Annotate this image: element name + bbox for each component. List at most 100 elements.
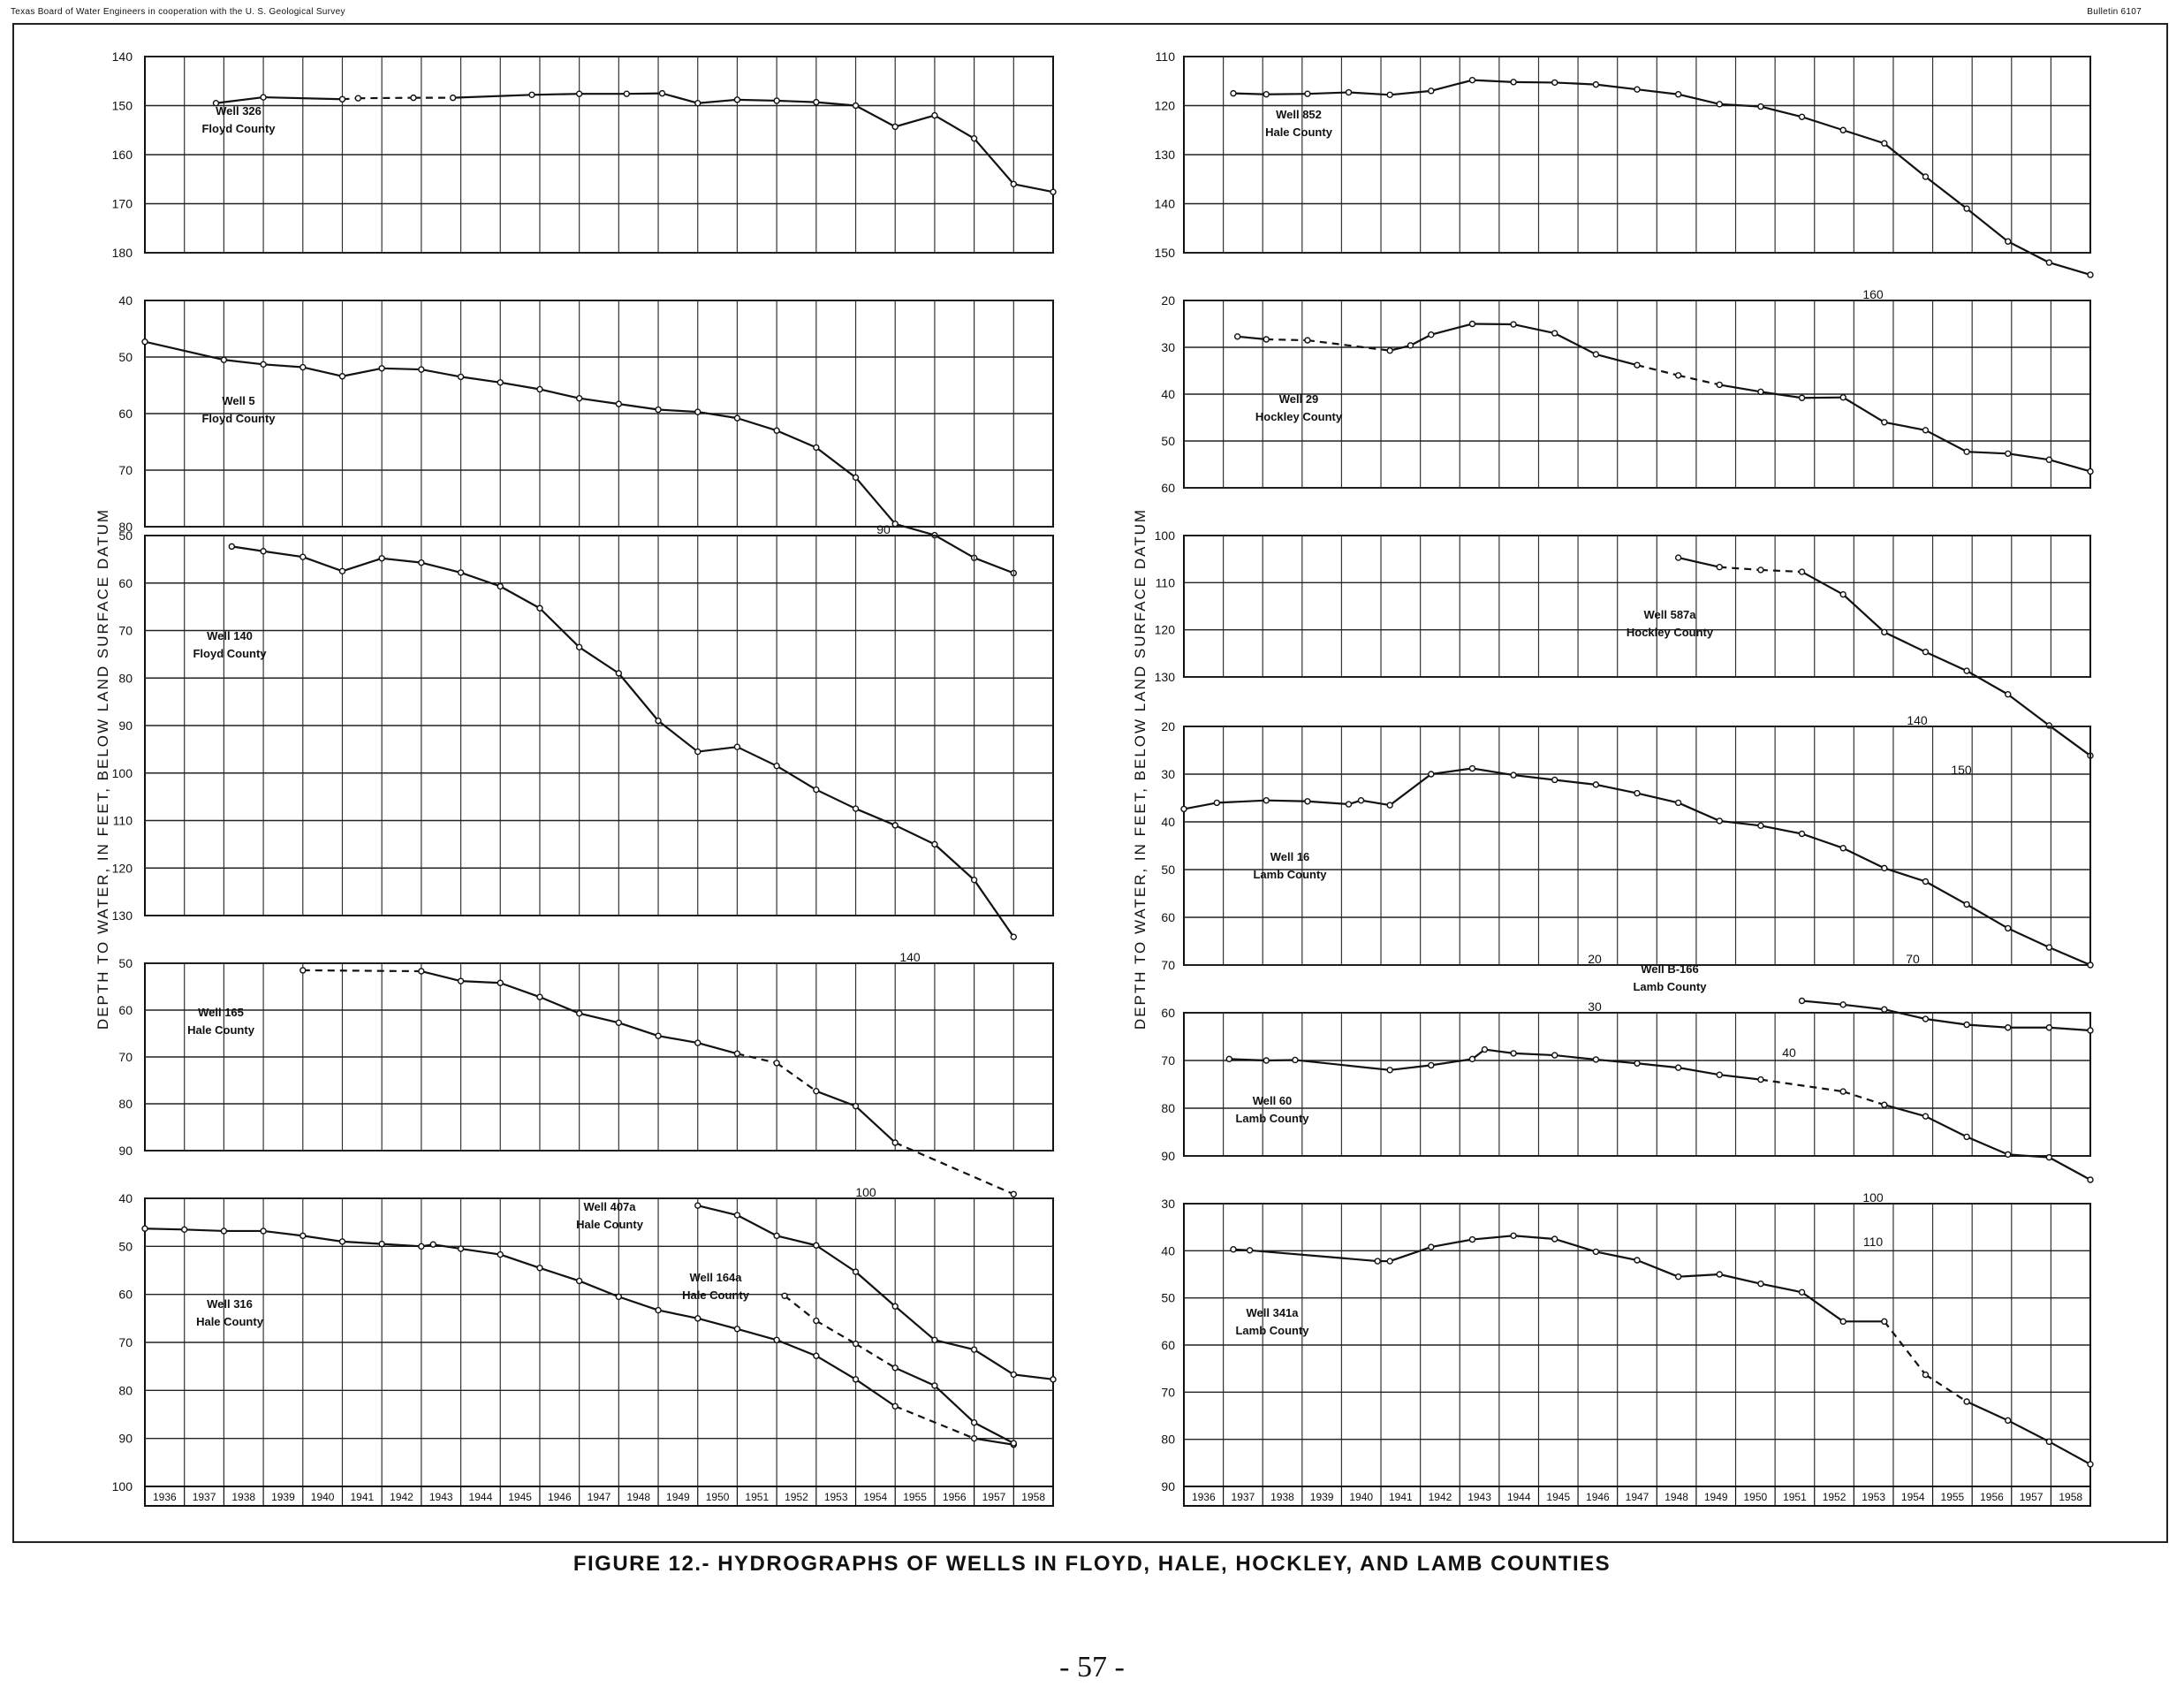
data-point [1510,771,1517,779]
y-tick-label: 120 [112,861,133,875]
data-point [2087,271,2094,278]
y-tick-label: 50 [118,1239,133,1253]
series-line-segment [894,1305,936,1342]
series-line-segment [854,476,897,525]
data-point [1010,1440,1018,1447]
y-tick-label: 30 [1161,1197,1175,1211]
county-label: Lamb County [1235,1112,1309,1125]
data-point [1634,1257,1641,1264]
y-tick-label: 90 [1161,1479,1175,1494]
series-line-segment [618,1022,659,1038]
series-line-segment [302,969,421,973]
data-point [497,582,504,590]
series-line-segment [1636,1258,1680,1278]
y-tick-label: 60 [118,1288,133,1302]
data-point [429,1241,436,1248]
series-line-segment [626,92,663,95]
series-line-segment [737,98,777,103]
series-line-segment [1430,1058,1473,1067]
series-line-segment [1843,1003,1884,1011]
data-point [970,134,978,142]
series-line-segment [531,93,580,96]
series-line-segment [1596,353,1638,367]
series-line-segment [2048,946,2091,967]
data-point [1345,88,1353,96]
series-line-segment [1719,1074,1762,1081]
series-line-segment [697,1042,738,1055]
y-tick-label: 40 [1161,387,1175,401]
series-line-segment [1842,593,1885,634]
y-tick-label: 150 [112,99,133,113]
series-line-segment [184,1228,224,1233]
series-line-segment [1842,129,1885,145]
x-tick-label: 1950 [1743,1491,1767,1503]
data-point [1551,79,1558,87]
series-line-segment [1472,79,1514,83]
series-line-segment [1389,773,1432,806]
data-point [1357,797,1365,804]
series-line-segment [657,719,699,753]
y-tick-label: 170 [112,197,133,211]
x-tick-label: 1947 [1626,1491,1649,1503]
series-line-segment [894,1141,1014,1196]
data-point [1716,564,1723,571]
series-line-segment [342,557,383,573]
well-label: Well 60 [1253,1094,1293,1107]
data-point [1263,336,1270,343]
data-point [2045,944,2053,951]
data-point [300,363,307,371]
data-point [1551,330,1558,337]
data-point [2087,467,2094,475]
data-point [1428,1061,1435,1069]
series-line-segment [776,1235,817,1247]
series-line-segment [815,1244,857,1273]
data-point [1246,1247,1254,1254]
data-point [1674,372,1682,379]
data-point [733,96,741,103]
data-point [1716,817,1723,825]
y-tick-label: 130 [112,908,133,923]
series-line-segment [1390,89,1431,96]
y-tick-label: 120 [1155,623,1176,637]
data-point [2087,1027,2094,1034]
data-point [1922,649,1930,656]
data-point [1634,86,1641,93]
data-point [1963,205,1970,212]
series-line-segment [1266,93,1308,95]
series-line-segment [1472,323,1514,326]
series-line-segment [1229,1058,1267,1062]
series-line-segment [657,1035,698,1045]
series-line-segment [815,788,856,810]
series-line-segment [579,1012,619,1024]
data-point [1428,1243,1435,1250]
data-point [338,373,346,380]
county-label: Lamb County [1253,868,1327,881]
y-tick-label: 140 [1155,197,1176,211]
header-right-text: Bulletin 6107 [2087,7,2142,17]
series-line-segment [1348,91,1391,96]
data-point [1010,180,1018,188]
data-point [891,1364,899,1372]
data-point [141,1225,148,1232]
x-tick-label: 1951 [1783,1491,1807,1503]
data-point [891,1139,899,1146]
x-tick-label: 1946 [548,1491,572,1503]
data-point [338,1238,346,1245]
page-number: - 57 - [1059,1651,1125,1684]
data-point [1386,802,1393,809]
x-tick-label: 1938 [231,1491,255,1503]
well-label: Well 140 [207,629,253,642]
series-line-segment [1760,825,1802,835]
series-line-segment [697,410,738,420]
data-point [1839,1088,1847,1095]
overflow-scale-label: 160 [1862,287,1884,301]
series-line-segment [934,843,975,881]
data-point [813,1352,820,1359]
x-tick-label: 1936 [153,1491,177,1503]
series-line-segment [1719,566,1761,572]
series-line-segment [934,114,975,140]
x-tick-label: 1941 [1389,1491,1413,1503]
county-label: Hale County [187,1023,255,1037]
well-label: Well 16 [1270,850,1310,863]
series-line-segment [1801,1291,1844,1323]
